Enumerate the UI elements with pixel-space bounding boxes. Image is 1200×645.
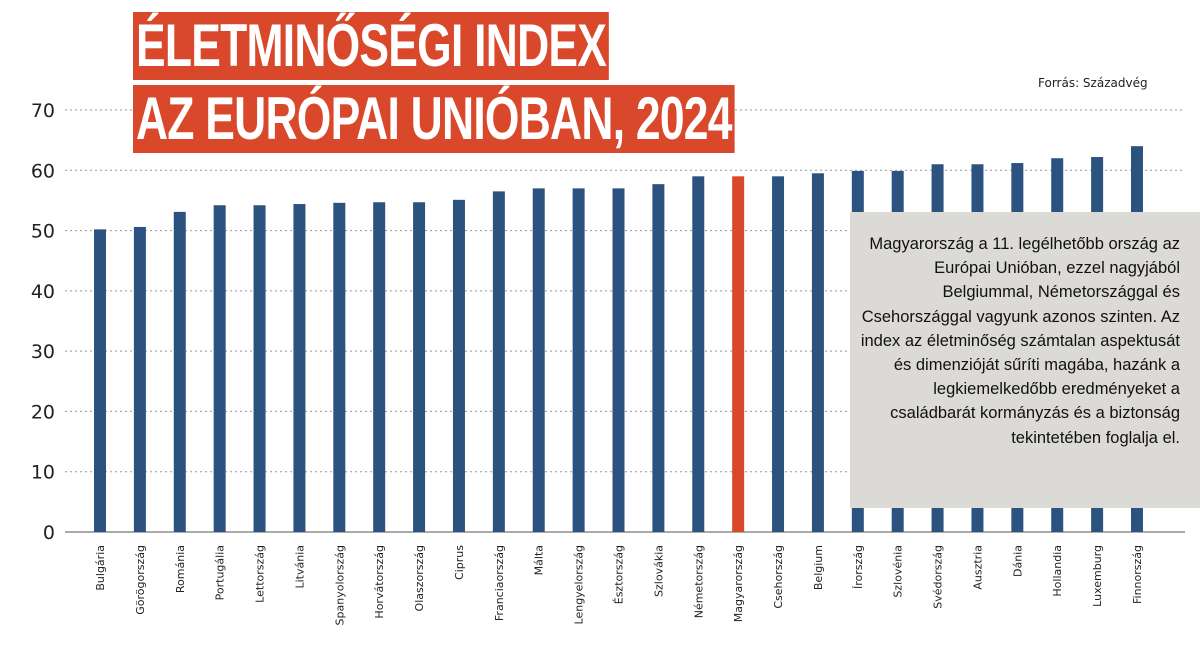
x-tick-label: Németország	[692, 545, 705, 618]
x-tick-label: Olaszország	[413, 545, 426, 611]
x-tick-label: Portugália	[214, 545, 227, 600]
x-tick-label: Szlovákia	[652, 545, 665, 597]
x-tick-label: Dánia	[1011, 545, 1024, 577]
x-tick-label: Belgium	[812, 545, 825, 590]
bar-Szlovákia	[652, 184, 665, 532]
x-tick-label: Szlovénia	[892, 545, 905, 598]
x-tick-label: Románia	[174, 545, 187, 593]
x-tick-label: Litvánia	[293, 545, 306, 589]
bar-Málta	[532, 188, 545, 532]
x-tick-label: Hollandia	[1051, 545, 1064, 597]
y-tick-label: 10	[31, 462, 55, 484]
bar-Olaszország	[413, 202, 426, 533]
source-label: Forrás: Századvég	[1038, 76, 1148, 90]
title-line-1: ÉLETMINŐSÉGI INDEX	[133, 12, 610, 80]
y-tick-label: 20	[31, 401, 55, 423]
annotation-box: Magyarország a 11. legélhetőbb ország az…	[850, 212, 1200, 508]
x-tick-label: Franciaország	[493, 545, 506, 621]
x-tick-label: Írország	[852, 545, 865, 589]
x-tick-label: Horvátország	[373, 545, 386, 619]
x-tick-label: Málta	[533, 545, 546, 575]
bar-Csehország	[772, 176, 785, 533]
bar-Görögország	[133, 226, 146, 532]
bar-Spanyolország	[333, 202, 346, 532]
bar-Bulgária	[94, 229, 106, 532]
y-tick-label: 60	[31, 160, 55, 182]
x-tick-label: Magyarország	[732, 545, 745, 622]
x-tick-label: Luxemburg	[1091, 545, 1104, 607]
y-tick-label: 40	[31, 281, 55, 303]
bar-Románia	[173, 211, 186, 532]
bar-Lengyelország	[572, 188, 585, 532]
bar-Észtország	[612, 188, 625, 532]
y-tick-label: 30	[31, 341, 55, 363]
x-tick-label: Ausztria	[971, 545, 984, 590]
x-tick-label: Ciprus	[453, 545, 466, 580]
bar-Franciaország	[492, 191, 505, 532]
x-tick-label: Finnország	[1131, 545, 1144, 604]
x-tick-label: Spanyolország	[333, 545, 346, 625]
title-line-2: AZ EURÓPAI UNIÓBAN, 2024	[133, 85, 735, 153]
bar-Horvátország	[373, 202, 386, 533]
x-tick-label: Görögország	[134, 545, 147, 615]
bar-Belgium	[811, 173, 824, 533]
bar-Ciprus	[452, 199, 465, 532]
x-tick-label: Bulgária	[94, 545, 107, 591]
x-tick-label: Svédország	[932, 545, 945, 609]
x-tick-label: Lengyelország	[573, 545, 586, 624]
x-tick-label: Csehország	[772, 545, 785, 609]
bar-Magyarország	[732, 176, 745, 533]
x-tick-label: Észtország	[613, 545, 626, 604]
bar-Lettország	[253, 205, 266, 532]
x-tick-label: Lettország	[254, 545, 267, 603]
y-tick-label: 0	[43, 522, 55, 544]
bar-Németország	[692, 176, 705, 533]
bar-Litvánia	[293, 204, 306, 532]
y-tick-label: 70	[31, 100, 55, 122]
y-tick-label: 50	[31, 221, 55, 243]
bar-Portugália	[213, 205, 226, 532]
